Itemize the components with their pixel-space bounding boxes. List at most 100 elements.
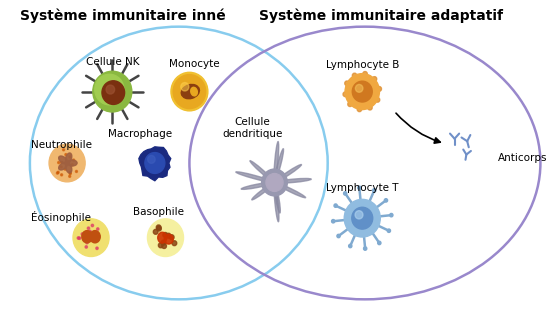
Circle shape — [73, 219, 109, 257]
Ellipse shape — [236, 172, 273, 183]
Circle shape — [384, 199, 388, 202]
Circle shape — [349, 244, 352, 248]
Ellipse shape — [250, 161, 274, 182]
Circle shape — [145, 153, 165, 173]
Circle shape — [337, 234, 340, 238]
Circle shape — [78, 237, 81, 239]
Circle shape — [81, 233, 84, 235]
Circle shape — [147, 219, 184, 257]
Text: Éosinophile: Éosinophile — [31, 211, 91, 223]
Circle shape — [343, 92, 348, 96]
Text: Cellule NK: Cellule NK — [85, 57, 139, 67]
Circle shape — [62, 149, 65, 151]
Text: Monocyte: Monocyte — [170, 59, 220, 69]
Ellipse shape — [275, 178, 311, 183]
Circle shape — [163, 232, 167, 237]
Circle shape — [153, 230, 158, 234]
Circle shape — [69, 172, 71, 175]
Circle shape — [88, 237, 90, 239]
Ellipse shape — [65, 153, 72, 163]
Circle shape — [156, 225, 161, 230]
Ellipse shape — [275, 165, 301, 182]
Ellipse shape — [89, 234, 93, 239]
Circle shape — [171, 72, 208, 111]
Text: Lymphocyte T: Lymphocyte T — [326, 183, 398, 193]
Ellipse shape — [275, 183, 306, 198]
Circle shape — [75, 170, 78, 172]
Ellipse shape — [274, 184, 279, 222]
Circle shape — [358, 186, 361, 189]
Text: Cellule
dendritique: Cellule dendritique — [222, 117, 282, 139]
Ellipse shape — [241, 182, 274, 189]
Ellipse shape — [274, 183, 280, 213]
Text: Macrophage: Macrophage — [108, 129, 172, 139]
Circle shape — [89, 230, 92, 233]
Circle shape — [157, 226, 161, 231]
Circle shape — [61, 174, 62, 176]
Text: Lymphocyte B: Lymphocyte B — [325, 60, 399, 69]
Circle shape — [352, 207, 373, 229]
Ellipse shape — [67, 160, 77, 166]
Circle shape — [77, 237, 80, 239]
Text: Basophile: Basophile — [133, 207, 184, 216]
Circle shape — [91, 224, 94, 227]
Circle shape — [87, 227, 90, 230]
Circle shape — [170, 235, 174, 240]
Circle shape — [363, 71, 367, 76]
Circle shape — [158, 243, 163, 248]
Ellipse shape — [275, 149, 283, 182]
Circle shape — [102, 81, 124, 104]
Polygon shape — [139, 147, 171, 181]
Circle shape — [352, 73, 357, 78]
Ellipse shape — [59, 162, 68, 170]
Circle shape — [73, 159, 75, 161]
Circle shape — [95, 74, 124, 105]
Text: Anticorps: Anticorps — [498, 153, 547, 163]
Circle shape — [262, 169, 287, 196]
Text: Neutrophile: Neutrophile — [31, 140, 92, 150]
Text: Système immunitaire inné: Système immunitaire inné — [20, 9, 226, 23]
Circle shape — [266, 173, 283, 191]
Circle shape — [166, 233, 171, 238]
Ellipse shape — [90, 230, 100, 243]
Circle shape — [93, 71, 132, 112]
Ellipse shape — [164, 234, 173, 244]
Circle shape — [95, 234, 98, 236]
Text: Système immunitaire adaptatif: Système immunitaire adaptatif — [259, 9, 503, 23]
Circle shape — [372, 77, 377, 81]
Circle shape — [60, 166, 62, 168]
Circle shape — [376, 97, 380, 102]
Circle shape — [85, 246, 88, 248]
Circle shape — [97, 228, 99, 230]
Circle shape — [71, 164, 73, 166]
Circle shape — [148, 156, 155, 163]
Circle shape — [106, 85, 114, 94]
Circle shape — [65, 154, 67, 156]
Circle shape — [364, 247, 367, 250]
Circle shape — [334, 204, 337, 207]
Circle shape — [181, 82, 189, 91]
Circle shape — [61, 161, 62, 163]
Circle shape — [49, 144, 85, 182]
Circle shape — [69, 156, 71, 158]
Circle shape — [387, 229, 391, 232]
Circle shape — [355, 84, 363, 92]
Ellipse shape — [158, 232, 167, 243]
Circle shape — [86, 241, 88, 244]
Ellipse shape — [65, 163, 72, 173]
Circle shape — [69, 175, 71, 177]
Ellipse shape — [82, 230, 92, 243]
Circle shape — [368, 105, 372, 110]
Circle shape — [331, 219, 335, 223]
Circle shape — [389, 214, 393, 217]
Ellipse shape — [59, 156, 68, 164]
Circle shape — [64, 168, 66, 170]
Circle shape — [57, 162, 60, 164]
Circle shape — [345, 74, 379, 110]
Circle shape — [373, 189, 376, 192]
Circle shape — [161, 240, 166, 245]
Ellipse shape — [191, 87, 198, 96]
Circle shape — [95, 234, 98, 236]
Ellipse shape — [252, 183, 274, 200]
Circle shape — [355, 211, 363, 219]
